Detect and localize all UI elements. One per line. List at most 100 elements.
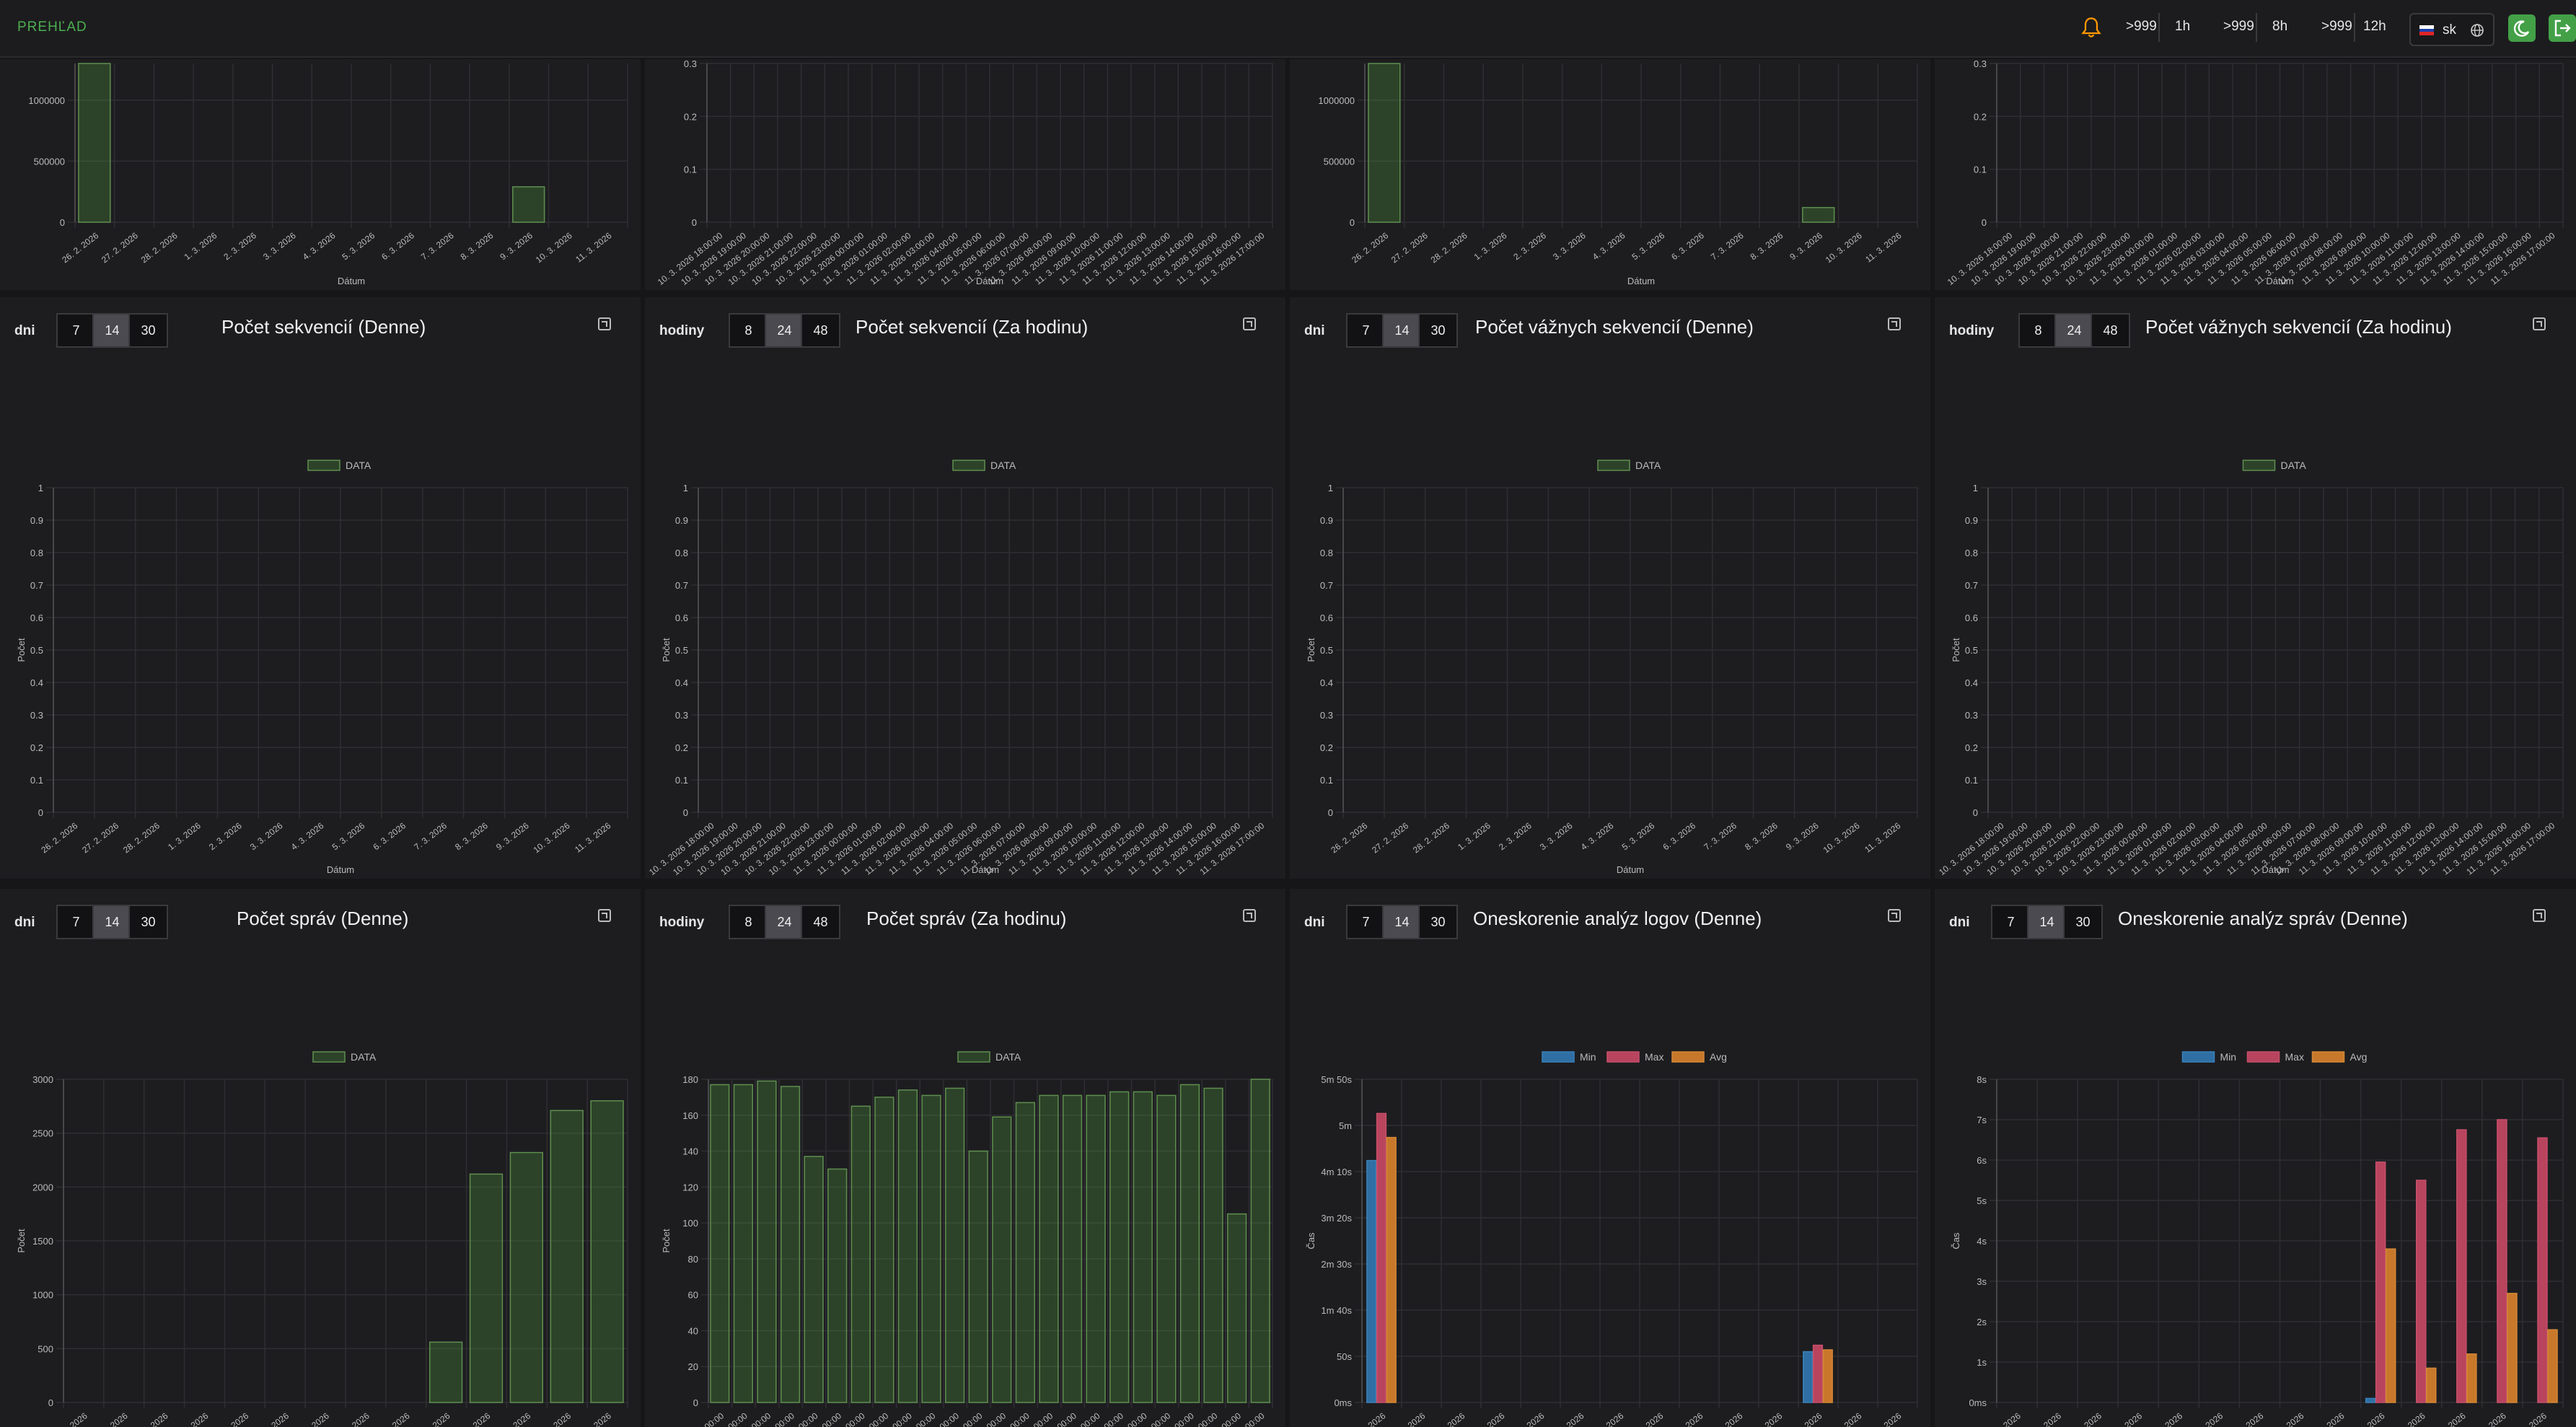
legend-label[interactable]: Max xyxy=(2285,1051,2304,1063)
bar[interactable] xyxy=(1109,1091,1130,1403)
range-option-30[interactable]: 30 xyxy=(2063,905,2103,939)
bar[interactable] xyxy=(2466,1353,2477,1403)
bar[interactable] xyxy=(780,1086,801,1403)
bar[interactable] xyxy=(1812,1344,1824,1403)
theme-toggle-button[interactable] xyxy=(2508,14,2536,42)
alert-period-1h[interactable]: 1h xyxy=(2175,19,2191,34)
range-option-7[interactable]: 7 xyxy=(56,313,96,348)
bar[interactable] xyxy=(512,186,545,223)
bar[interactable] xyxy=(992,1116,1012,1403)
expand-icon[interactable] xyxy=(2533,909,2546,922)
bar[interactable] xyxy=(1386,1136,1397,1403)
legend-label[interactable]: DATA xyxy=(2281,460,2307,471)
legend-swatch[interactable] xyxy=(1542,1051,1575,1063)
bar[interactable] xyxy=(469,1173,504,1403)
range-option-7[interactable]: 7 xyxy=(1346,313,1386,348)
legend-label[interactable]: Min xyxy=(2220,1051,2237,1063)
range-option-14[interactable]: 14 xyxy=(92,905,132,939)
bar[interactable] xyxy=(1179,1084,1200,1403)
bar[interactable] xyxy=(1368,63,1401,223)
expand-icon[interactable] xyxy=(1888,909,1901,922)
legend-label[interactable]: Min xyxy=(1580,1051,1596,1063)
alert-count-12h[interactable]: >999 xyxy=(2321,19,2352,34)
bar[interactable] xyxy=(2497,1119,2507,1403)
range-option-24[interactable]: 24 xyxy=(765,313,804,348)
range-option-30[interactable]: 30 xyxy=(128,905,168,939)
bar[interactable] xyxy=(1203,1087,1223,1403)
legend-swatch[interactable] xyxy=(957,1051,990,1063)
bar[interactable] xyxy=(968,1150,988,1403)
expand-icon[interactable] xyxy=(1888,317,1901,330)
bar[interactable] xyxy=(710,1084,730,1403)
bar[interactable] xyxy=(1250,1079,1270,1403)
bar[interactable] xyxy=(590,1100,624,1403)
legend-label[interactable]: Avg xyxy=(2350,1051,2368,1063)
bar[interactable] xyxy=(2415,1180,2427,1403)
bar[interactable] xyxy=(2365,1397,2376,1403)
legend-swatch[interactable] xyxy=(2246,1051,2280,1063)
legend-swatch[interactable] xyxy=(1606,1051,1640,1063)
legend-label[interactable]: DATA xyxy=(1635,460,1661,471)
logout-button[interactable] xyxy=(2549,14,2576,42)
range-option-48[interactable]: 48 xyxy=(2091,313,2130,348)
bar[interactable] xyxy=(1062,1094,1083,1403)
expand-icon[interactable] xyxy=(2533,317,2546,330)
range-option-8[interactable]: 8 xyxy=(2018,313,2058,348)
legend-label[interactable]: Max xyxy=(1645,1051,1663,1063)
legend-swatch[interactable] xyxy=(952,460,985,471)
alert-count-1h[interactable]: >999 xyxy=(2126,19,2157,34)
bar[interactable] xyxy=(550,1110,584,1403)
range-option-48[interactable]: 48 xyxy=(801,905,840,939)
bar[interactable] xyxy=(2375,1162,2386,1403)
page-title[interactable]: PREHĽAD xyxy=(17,19,87,35)
bar[interactable] xyxy=(2456,1129,2467,1403)
legend-label[interactable]: DATA xyxy=(995,1051,1021,1063)
expand-icon[interactable] xyxy=(598,909,611,922)
range-option-30[interactable]: 30 xyxy=(1418,905,1458,939)
range-option-14[interactable]: 14 xyxy=(92,313,132,348)
range-option-7[interactable]: 7 xyxy=(56,905,96,939)
bar[interactable] xyxy=(2507,1293,2518,1403)
range-option-14[interactable]: 14 xyxy=(1382,905,1422,939)
bar[interactable] xyxy=(2385,1248,2396,1403)
bar[interactable] xyxy=(2426,1367,2437,1403)
bar[interactable] xyxy=(1366,1159,1377,1403)
bar[interactable] xyxy=(78,63,111,223)
legend-swatch[interactable] xyxy=(2181,1051,2215,1063)
bar[interactable] xyxy=(850,1105,871,1403)
bar[interactable] xyxy=(1822,1349,1833,1403)
language-selector[interactable]: sk xyxy=(2409,13,2494,46)
bar[interactable] xyxy=(1227,1213,1247,1403)
legend-label[interactable]: DATA xyxy=(990,460,1016,471)
bar[interactable] xyxy=(921,1094,941,1403)
range-option-30[interactable]: 30 xyxy=(128,313,168,348)
range-option-7[interactable]: 7 xyxy=(1346,905,1386,939)
bar[interactable] xyxy=(1133,1091,1153,1403)
range-option-14[interactable]: 14 xyxy=(1382,313,1422,348)
range-option-7[interactable]: 7 xyxy=(1991,905,2031,939)
bar[interactable] xyxy=(1039,1094,1059,1403)
range-option-48[interactable]: 48 xyxy=(801,313,840,348)
expand-icon[interactable] xyxy=(1243,317,1256,330)
bar[interactable] xyxy=(945,1087,965,1403)
bar[interactable] xyxy=(2537,1137,2548,1403)
bar[interactable] xyxy=(804,1156,824,1403)
bar[interactable] xyxy=(1376,1112,1387,1403)
bar[interactable] xyxy=(509,1151,544,1403)
expand-icon[interactable] xyxy=(1243,909,1256,922)
alert-period-12h[interactable]: 12h xyxy=(2363,19,2386,34)
legend-label[interactable]: DATA xyxy=(346,460,372,471)
range-option-8[interactable]: 8 xyxy=(729,313,768,348)
bar[interactable] xyxy=(1803,1351,1814,1403)
legend-label[interactable]: DATA xyxy=(351,1051,377,1063)
legend-swatch[interactable] xyxy=(2311,1051,2345,1063)
bar[interactable] xyxy=(2547,1329,2558,1403)
legend-swatch[interactable] xyxy=(1597,460,1630,471)
range-option-24[interactable]: 24 xyxy=(765,905,804,939)
bar[interactable] xyxy=(757,1080,777,1403)
bar[interactable] xyxy=(1015,1102,1035,1403)
bar[interactable] xyxy=(428,1341,463,1403)
alert-period-8h[interactable]: 8h xyxy=(2272,19,2288,34)
range-option-30[interactable]: 30 xyxy=(1418,313,1458,348)
bar[interactable] xyxy=(897,1089,918,1403)
